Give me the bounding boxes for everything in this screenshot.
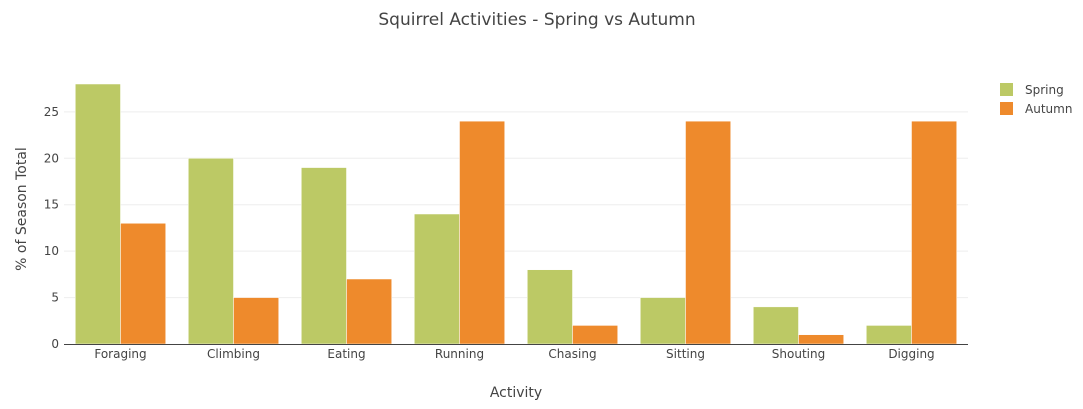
bar-spring-climbing — [188, 158, 234, 345]
bar-spring-sitting — [640, 297, 686, 345]
x-tick-label: Foraging — [94, 347, 146, 361]
bar-spring-foraging — [75, 83, 121, 345]
bars — [75, 83, 957, 345]
y-tick-label: 25 — [44, 105, 59, 119]
y-tick-label: 15 — [44, 198, 59, 212]
x-axis-title: Activity — [490, 385, 542, 401]
y-tick-label: 0 — [51, 337, 59, 351]
bar-autumn-foraging — [120, 223, 166, 345]
x-tick-labels: Foraging Climbing Eating Running Chasing Sitt… — [94, 347, 934, 361]
bar-autumn-running — [459, 120, 505, 345]
x-tick-label: Shouting — [772, 347, 825, 361]
x-tick-label: Chasing — [548, 347, 596, 361]
bar-spring-running — [414, 213, 460, 345]
x-tick-label: Sitting — [666, 347, 705, 361]
bar-autumn-shouting — [798, 334, 844, 345]
bar-autumn-sitting — [685, 120, 731, 345]
y-tick-labels: 0 5 10 15 20 25 — [44, 105, 59, 351]
x-tick-label: Running — [435, 347, 484, 361]
y-axis-title: % of Season Total — [14, 147, 30, 271]
x-tick-label: Digging — [888, 347, 934, 361]
y-tick-label: 20 — [44, 151, 59, 165]
bar-autumn-chasing — [572, 325, 618, 345]
bar-spring-shouting — [753, 306, 799, 345]
bar-spring-eating — [301, 167, 347, 345]
legend-swatch-autumn — [1000, 102, 1013, 115]
x-tick-label: Eating — [327, 347, 365, 361]
x-tick-label: Climbing — [207, 347, 260, 361]
legend-label-spring: Spring — [1025, 83, 1064, 97]
bar-autumn-climbing — [233, 297, 279, 345]
legend-swatch-spring — [1000, 83, 1013, 96]
bar-autumn-digging — [911, 120, 957, 345]
y-tick-label: 10 — [44, 244, 59, 258]
chart-title: Squirrel Activities - Spring vs Autumn — [378, 10, 695, 30]
bar-autumn-eating — [346, 278, 392, 345]
y-tick-label: 5 — [51, 291, 59, 305]
legend-label-autumn: Autumn — [1025, 102, 1072, 116]
bar-spring-chasing — [527, 269, 573, 345]
bar-spring-digging — [866, 325, 912, 345]
legend: Spring Autumn — [1000, 83, 1072, 116]
